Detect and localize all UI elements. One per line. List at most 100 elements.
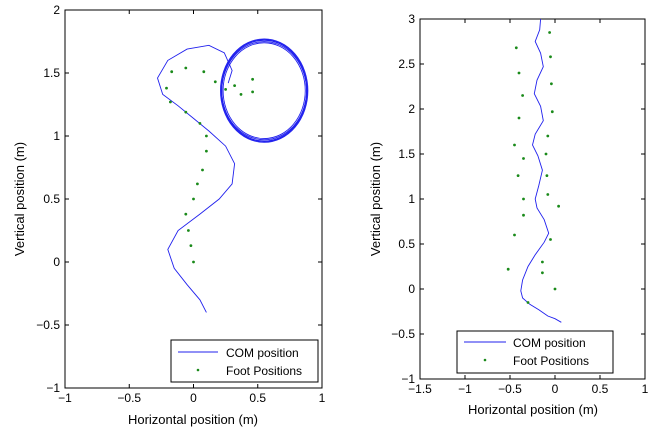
foot-position-point — [549, 238, 552, 241]
x-tick-label: 0 — [190, 391, 197, 405]
y-tick-label: 2 — [408, 102, 415, 116]
y-tick-label: 0 — [53, 255, 60, 269]
x-tick-label: 0.5 — [249, 391, 266, 405]
foot-position-point — [550, 82, 553, 86]
x-tick-label: −1.5 — [408, 382, 432, 396]
foot-position-point — [201, 168, 204, 172]
foot-position-point — [192, 197, 195, 201]
x-tick-label: −1 — [458, 382, 472, 396]
y-tick-label: 0.5 — [398, 237, 415, 251]
x-tick-label: 0 — [552, 382, 559, 396]
foot-position-point — [198, 122, 202, 125]
foot-position-point — [170, 70, 174, 74]
foot-position-point — [548, 31, 551, 34]
right-plot: −1.5 −1 −0.5 0 0.5 1−1−0.500.511.522.53 Horiz… — [368, 12, 649, 417]
foot-position-point — [233, 84, 237, 87]
y-tick-label: 3 — [408, 12, 415, 26]
left-legend-foot-label: Foot Positions — [226, 364, 302, 378]
foot-position-point — [516, 174, 520, 178]
y-tick-label: 1 — [408, 192, 415, 206]
foot-position-point — [522, 197, 525, 201]
y-tick-label: −0.5 — [36, 318, 60, 332]
foot-position-point — [165, 86, 168, 90]
x-tick-label: 1 — [319, 391, 326, 405]
foot-position-point — [549, 55, 552, 59]
right-plot-xlabel: Horizontal position (m) — [468, 402, 598, 417]
x-tick-label: −0.5 — [117, 391, 141, 405]
foot-position-point — [513, 233, 516, 237]
right-plot-legend: COM position Foot Positions — [456, 330, 614, 374]
foot-position-point — [184, 110, 188, 114]
foot-position-point — [196, 182, 199, 186]
right-plot-ylabel: Vertical position (m) — [368, 142, 383, 256]
foot-position-point — [521, 94, 524, 97]
foot-position-point — [251, 90, 255, 94]
left-plot-marks — [157, 38, 309, 313]
foot-position-point — [205, 149, 208, 153]
foot-position-point — [557, 204, 560, 208]
foot-position-point — [189, 244, 193, 248]
foot-position-point — [541, 271, 544, 275]
left-legend-box — [170, 339, 319, 383]
right-plot-frame — [419, 18, 646, 380]
foot-position-point — [239, 93, 243, 96]
y-tick-label: 0.5 — [43, 192, 60, 206]
foot-position-point — [513, 143, 516, 147]
y-tick-label: −1 — [46, 381, 60, 395]
com-path-line — [157, 44, 236, 313]
right-plot-marks — [506, 18, 562, 323]
left-plot-legend: COM position Foot Positions — [170, 339, 319, 383]
x-tick-label: −1 — [58, 391, 72, 405]
foot-position-point — [517, 116, 521, 120]
right-plot-ticks: −1.5 −1 −0.5 0 0.5 1−1−0.500.511.522.53 — [391, 12, 648, 396]
foot-position-point — [251, 77, 255, 81]
foot-position-point — [517, 71, 521, 75]
right-legend-foot-marker — [483, 358, 487, 362]
foot-position-point — [546, 193, 550, 196]
left-legend-com-label: COM position — [226, 346, 299, 360]
y-tick-label: 1 — [53, 129, 60, 143]
foot-position-point — [550, 110, 554, 114]
foot-position-point — [224, 88, 228, 91]
foot-position-point — [169, 100, 172, 104]
foot-position-point — [526, 301, 530, 304]
right-legend-foot-label: Foot Positions — [513, 354, 589, 368]
y-tick-label: −0.5 — [391, 327, 415, 341]
x-tick-label: 1 — [642, 382, 649, 396]
y-tick-label: −1 — [401, 372, 415, 386]
foot-position-point — [514, 46, 518, 50]
y-tick-label: 1.5 — [398, 147, 415, 161]
left-plot-xlabel: Horizontal position (m) — [128, 412, 258, 427]
x-tick-label: −0.5 — [498, 382, 522, 396]
foot-position-point — [192, 260, 195, 264]
foot-position-point — [202, 70, 206, 74]
com-loop-ring — [220, 39, 308, 143]
foot-position-point — [187, 229, 190, 232]
foot-position-point — [546, 134, 550, 138]
com-path-line — [520, 18, 562, 323]
foot-position-point — [544, 152, 548, 156]
y-tick-label: 2 — [53, 3, 60, 17]
y-tick-label: 0 — [408, 282, 415, 296]
foot-position-point — [184, 66, 188, 70]
left-plot-ylabel: Vertical position (m) — [12, 142, 27, 256]
right-legend-box — [456, 330, 614, 374]
foot-position-point — [541, 260, 544, 264]
left-plot: −1 −0.5 0 0.5 1 −1 −0.5 0 0.5 1 1.5 2 Horizontal po… — [12, 3, 326, 427]
foot-position-point — [522, 213, 525, 217]
y-tick-label: 1.5 — [43, 66, 60, 80]
foot-position-point — [506, 267, 510, 271]
foot-position-point — [184, 212, 188, 216]
foot-position-point — [545, 174, 549, 178]
foot-position-point — [205, 134, 208, 138]
right-legend-com-label: COM position — [513, 336, 586, 350]
foot-position-point — [522, 157, 525, 160]
y-tick-label: 2.5 — [398, 57, 415, 71]
x-tick-label: 0.5 — [592, 382, 609, 396]
foot-position-point — [553, 287, 557, 291]
com-loop-ring — [220, 38, 309, 143]
left-plot-ticks: −1 −0.5 0 0.5 1 −1 −0.5 0 0.5 1 1.5 2 — [36, 3, 325, 405]
foot-position-point — [213, 80, 217, 84]
left-legend-foot-marker — [196, 368, 200, 372]
